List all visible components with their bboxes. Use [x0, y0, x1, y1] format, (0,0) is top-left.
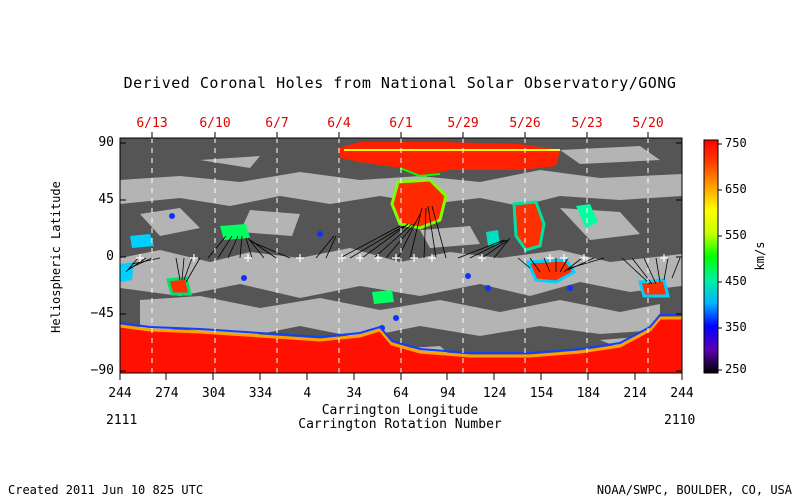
y-tick-label: 45	[98, 192, 114, 207]
colorbar-ticks	[718, 143, 722, 371]
credit-text: NOAA/SWPC, BOULDER, CO, USA	[596, 483, 792, 497]
y-tick-label: 90	[98, 135, 114, 150]
colorbar	[703, 139, 719, 374]
colorbar-tick-label: 650	[725, 182, 747, 196]
date-label: 5/26	[509, 116, 541, 131]
equator-sample-markers	[136, 254, 668, 262]
coronal-hole-east	[512, 200, 598, 284]
x-tick-label: 304	[201, 386, 226, 401]
coronal-hole-west	[120, 224, 670, 304]
date-label: 6/7	[265, 116, 289, 131]
rotation-left: 2111	[106, 413, 138, 428]
x-tick-label: 154	[529, 386, 554, 401]
date-label: 6/13	[136, 116, 168, 131]
date-label: 5/20	[632, 116, 664, 131]
x-tick-label: 334	[248, 386, 273, 401]
x-tick-label: 4	[303, 386, 312, 401]
rotation-right: 2110	[664, 413, 696, 428]
x-tick-label: 124	[482, 386, 507, 401]
y-tick-label: 0	[106, 249, 114, 264]
date-label: 6/10	[199, 116, 231, 131]
colorbar-unit: km/s	[753, 241, 767, 271]
field-line-connections	[125, 205, 681, 285]
x-tick-label: 274	[155, 386, 179, 401]
date-label: 6/1	[389, 116, 413, 131]
rotation-axis-title: Carrington Rotation Number	[298, 417, 502, 432]
colorbar-tick-label: 450	[725, 274, 747, 288]
colorbar-tick-label: 350	[725, 320, 747, 334]
date-label: 5/29	[447, 116, 479, 131]
coronal-hole-north-mid	[390, 178, 448, 230]
colorbar-tick-label: 750	[725, 136, 747, 150]
date-label: 5/23	[571, 116, 603, 131]
x-tick-label: 244	[108, 386, 132, 401]
colorbar-tick-label: 550	[725, 228, 747, 242]
x-tick-label: 244	[670, 386, 694, 401]
coronal-hole-south-polar	[120, 314, 682, 373]
x-tick-label: 34	[346, 386, 362, 401]
x-tick-label: 64	[393, 386, 409, 401]
coronal-hole-north-polar	[338, 142, 560, 178]
y-tick-label: −90	[90, 363, 114, 378]
x-tick-label: 184	[576, 386, 601, 401]
y-tick-label: −45	[90, 306, 114, 321]
created-timestamp: Created 2011 Jun 10 825 UTC	[8, 483, 204, 497]
x-tick-label: 214	[623, 386, 647, 401]
x-axis-title: Carrington Longitude	[321, 403, 479, 418]
x-tick-label: 94	[440, 386, 456, 401]
colorbar-tick-label: 250	[725, 362, 747, 376]
axis-ticks	[119, 132, 683, 380]
date-label: 6/4	[327, 116, 351, 131]
chart-title: Derived Coronal Holes from National Sola…	[123, 74, 677, 92]
